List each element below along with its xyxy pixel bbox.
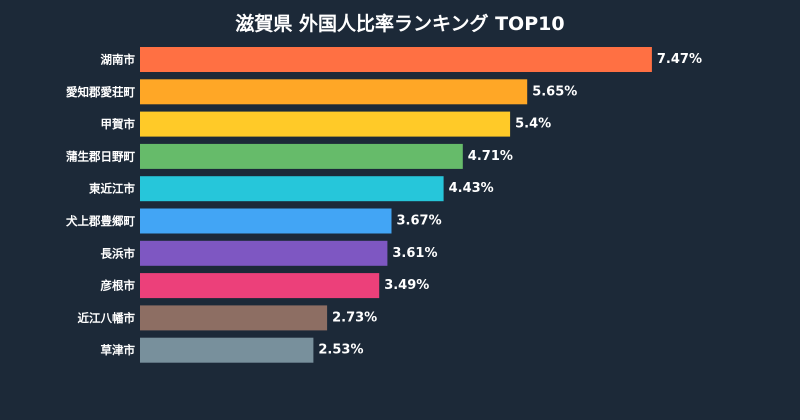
- category-label: 長浜市: [101, 246, 136, 260]
- bar-8: [140, 273, 380, 299]
- bars-group: [140, 47, 652, 363]
- bar-10: [140, 337, 314, 363]
- value-label: 3.61%: [392, 246, 437, 261]
- bar-2: [140, 79, 528, 105]
- category-label: 草津市: [101, 343, 136, 357]
- bar-4: [140, 143, 463, 169]
- category-label: 犬上郡豊郷町: [66, 214, 135, 228]
- category-label: 東近江市: [89, 182, 135, 196]
- value-label: 7.47%: [657, 52, 702, 67]
- value-label: 4.71%: [468, 149, 513, 164]
- category-label: 蒲生郡日野町: [66, 149, 135, 163]
- value-label: 2.73%: [332, 310, 377, 325]
- value-label: 3.49%: [384, 278, 429, 293]
- bar-6: [140, 208, 392, 234]
- bar-1: [140, 47, 652, 72]
- category-label: 彦根市: [101, 279, 136, 293]
- bar-9: [140, 305, 328, 331]
- value-label: 4.43%: [449, 181, 494, 196]
- value-label: 5.4%: [515, 117, 551, 132]
- bar-3: [140, 111, 511, 137]
- bar-7: [140, 240, 388, 266]
- value-label: 5.65%: [532, 84, 577, 99]
- category-labels-group: 湖南市愛知郡愛荘町甲賀市蒲生郡日野町東近江市犬上郡豊郷町長浜市彦根市近江八幡市草…: [66, 53, 135, 358]
- bar-5: [140, 176, 444, 202]
- value-label: 3.67%: [397, 214, 442, 229]
- value-labels-group: 7.47% 5.65% 5.4% 4.71% 4.43% 3.67% 3.61% 3.49% 2…: [318, 52, 702, 358]
- category-label: 近江八幡市: [78, 311, 136, 325]
- value-label: 2.53%: [318, 343, 363, 358]
- category-label: 甲賀市: [101, 117, 136, 131]
- category-label: 愛知郡愛荘町: [66, 85, 135, 99]
- chart-title: 滋賀県 外国人比率ランキング TOP10: [235, 12, 564, 35]
- category-label: 湖南市: [101, 53, 136, 67]
